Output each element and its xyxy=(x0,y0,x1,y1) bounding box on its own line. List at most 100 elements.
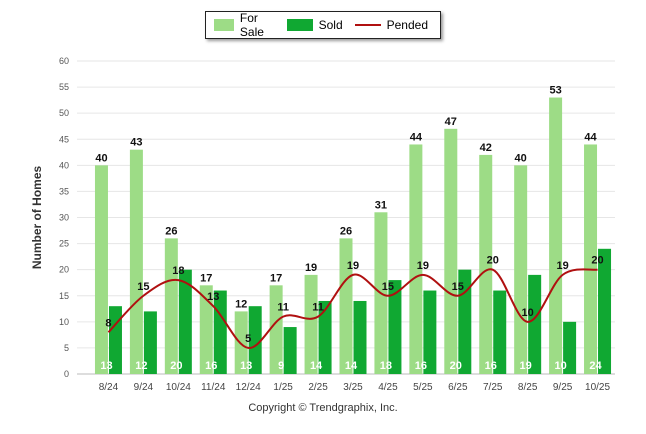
x-tick-label: 1/25 xyxy=(273,382,293,393)
y-tick-label: 15 xyxy=(59,291,69,301)
bar-sold xyxy=(318,300,332,374)
legend-swatch-for-sale xyxy=(214,19,234,31)
data-label-pended: 15 xyxy=(137,281,149,293)
data-label-sold: 10 xyxy=(554,360,566,372)
data-label-sold: 20 xyxy=(450,360,462,372)
data-label-pended: 20 xyxy=(591,255,603,267)
y-tick-label: 40 xyxy=(59,160,69,170)
bar-for-sale xyxy=(199,285,213,374)
bar-for-sale xyxy=(304,274,318,374)
legend-item-for-sale[interactable]: For Sale xyxy=(214,11,275,39)
data-label-sold: 18 xyxy=(380,360,392,372)
bar-sold xyxy=(563,321,577,374)
data-label-for-sale: 43 xyxy=(130,137,142,149)
x-tick-label: 9/25 xyxy=(553,382,573,393)
y-tick-label: 50 xyxy=(59,108,69,118)
data-label-sold: 16 xyxy=(485,360,497,372)
x-tick-label: 8/24 xyxy=(99,382,119,393)
x-tick-label: 5/25 xyxy=(413,382,433,393)
bar-sold xyxy=(458,269,472,374)
data-label-for-sale: 44 xyxy=(410,131,423,143)
line-pended xyxy=(107,268,598,349)
bar-sold xyxy=(528,274,542,374)
data-label-pended: 19 xyxy=(347,260,359,272)
data-label-pended: 13 xyxy=(207,291,219,303)
y-tick-label: 35 xyxy=(59,186,69,196)
chart-legend: For Sale Sold Pended xyxy=(205,11,441,39)
bar-sold xyxy=(388,280,402,374)
legend-label-pended: Pended xyxy=(386,18,428,32)
data-label-sold: 13 xyxy=(240,360,252,372)
bar-for-sale xyxy=(339,238,353,374)
data-label-for-sale: 19 xyxy=(305,262,317,274)
data-label-for-sale: 42 xyxy=(480,142,492,154)
legend-item-sold[interactable]: Sold xyxy=(286,18,343,32)
y-tick-label: 25 xyxy=(59,239,69,249)
data-label-sold: 13 xyxy=(100,360,112,372)
data-label-sold: 9 xyxy=(278,360,284,372)
data-label-pended: 8 xyxy=(105,317,111,329)
bar-for-sale xyxy=(444,128,458,374)
data-label-pended: 5 xyxy=(245,333,251,345)
data-label-for-sale: 17 xyxy=(270,272,282,284)
legend-item-pended[interactable]: Pended xyxy=(354,18,428,32)
copyright-text: Copyright © Trendgraphix, Inc. xyxy=(248,402,398,414)
bar-for-sale xyxy=(549,97,563,375)
data-label-sold: 20 xyxy=(170,360,182,372)
bar-for-sale xyxy=(269,285,283,374)
y-tick-label: 10 xyxy=(59,317,69,327)
bar-for-sale xyxy=(129,149,143,374)
bar-sold xyxy=(423,290,437,374)
legend-label-sold: Sold xyxy=(318,18,343,32)
data-label-pended: 19 xyxy=(417,260,429,272)
x-tick-label: 9/24 xyxy=(134,382,154,393)
data-label-pended: 19 xyxy=(556,260,568,272)
data-label-pended: 11 xyxy=(277,302,289,314)
x-tick-label: 8/25 xyxy=(518,382,538,393)
legend-swatch-sold xyxy=(286,19,313,31)
data-label-pended: 15 xyxy=(452,281,464,293)
x-tick-label: 11/24 xyxy=(201,382,226,393)
x-tick-label: 6/25 xyxy=(448,382,468,393)
bar-sold xyxy=(493,290,507,374)
data-label-for-sale: 40 xyxy=(515,152,527,164)
y-tick-label: 0 xyxy=(64,369,69,379)
data-label-sold: 16 xyxy=(205,360,217,372)
bar-for-sale xyxy=(479,154,493,374)
bar-for-sale xyxy=(409,144,423,374)
x-tick-label: 10/24 xyxy=(166,382,191,393)
x-tick-label: 12/24 xyxy=(236,382,261,393)
data-label-for-sale: 47 xyxy=(445,116,457,128)
x-tick-label: 10/25 xyxy=(585,382,610,393)
y-tick-label: 55 xyxy=(59,82,69,92)
data-label-for-sale: 31 xyxy=(375,199,387,211)
data-label-sold: 14 xyxy=(310,360,323,372)
bar-for-sale xyxy=(514,165,528,374)
y-tick-label: 60 xyxy=(59,56,69,66)
data-label-for-sale: 26 xyxy=(165,225,177,237)
bar-for-sale xyxy=(164,238,178,374)
bar-sold xyxy=(353,300,367,374)
y-tick-label: 30 xyxy=(59,213,69,223)
bar-sold xyxy=(248,306,262,374)
data-label-for-sale: 40 xyxy=(95,152,107,164)
data-label-for-sale: 12 xyxy=(235,298,247,310)
bar-sold xyxy=(108,306,122,374)
data-label-sold: 19 xyxy=(520,360,532,372)
x-tick-label: 2/25 xyxy=(308,382,328,393)
data-label-pended: 11 xyxy=(312,302,324,314)
bar-sold xyxy=(178,269,192,374)
y-tick-label: 45 xyxy=(59,134,69,144)
bar-sold xyxy=(598,248,612,374)
data-label-pended: 15 xyxy=(382,281,394,293)
data-label-for-sale: 53 xyxy=(549,85,561,97)
data-label-for-sale: 17 xyxy=(200,272,212,284)
x-tick-label: 3/25 xyxy=(343,382,363,393)
bar-for-sale xyxy=(584,144,598,374)
data-label-pended: 20 xyxy=(487,255,499,267)
legend-swatch-pended xyxy=(354,24,381,26)
data-label-pended: 18 xyxy=(172,265,184,277)
data-label-sold: 16 xyxy=(415,360,427,372)
x-tick-label: 4/25 xyxy=(378,382,398,393)
